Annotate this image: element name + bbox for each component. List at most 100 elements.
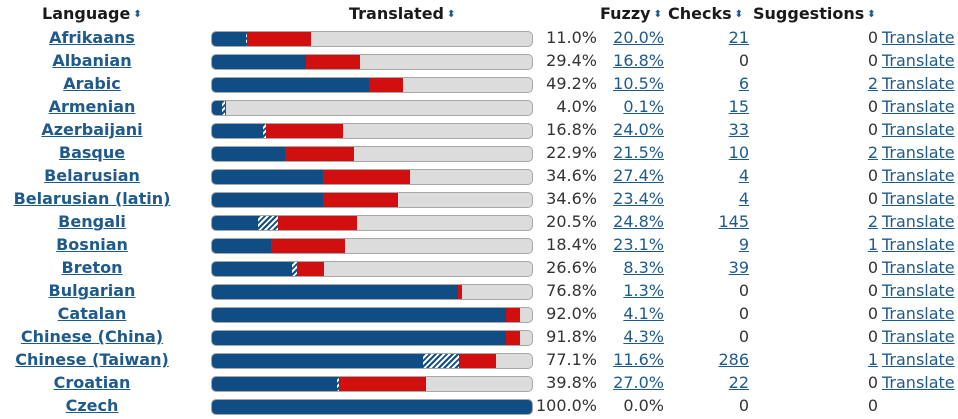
translated-segment — [212, 377, 338, 391]
translate-link[interactable]: Translate — [882, 304, 955, 323]
translate-link[interactable]: Translate — [882, 212, 955, 231]
fuzzy-percent[interactable]: 21.5% — [613, 143, 664, 162]
fuzzy-percent[interactable]: 24.0% — [613, 120, 664, 139]
sort-arrows-icon[interactable]: ⬍ — [867, 9, 876, 20]
translate-link[interactable]: Translate — [882, 120, 955, 139]
translated-header-label: Translated — [349, 4, 444, 23]
table-row: Armenian 4.0% 0.1% 15 0 Translate — [0, 97, 958, 120]
language-link[interactable]: Armenian — [48, 97, 136, 116]
progress-bar — [211, 330, 533, 346]
checks-count[interactable]: 4 — [738, 189, 749, 208]
table-row: Belarusian 34.6% 27.4% 4 0 Translate — [0, 166, 958, 189]
fuzzy-percent[interactable]: 4.1% — [623, 304, 664, 323]
translated-percent: 39.8% — [546, 373, 597, 392]
language-link[interactable]: Catalan — [57, 304, 127, 323]
column-header-fuzzy[interactable]: Fuzzy ⬍ — [600, 4, 662, 23]
language-link[interactable]: Breton — [61, 258, 123, 277]
translated-segment — [212, 262, 292, 276]
translated-percent: 34.6% — [546, 189, 597, 208]
fuzzy-percent[interactable]: 27.0% — [613, 373, 664, 392]
sort-arrows-icon[interactable]: ⬍ — [734, 9, 744, 20]
fuzzy-percent[interactable]: 23.1% — [613, 235, 664, 254]
checks-count[interactable]: 39 — [728, 258, 749, 277]
column-header-suggestions[interactable]: Suggestions ⬍ — [753, 4, 876, 23]
fuzzy-percent[interactable]: 27.4% — [613, 166, 664, 185]
progress-bar — [211, 238, 533, 254]
language-link[interactable]: Albanian — [52, 51, 132, 70]
translated-percent: 18.4% — [546, 235, 597, 254]
column-header-checks[interactable]: Checks ⬍ — [668, 4, 743, 23]
translated-percent: 4.0% — [556, 97, 597, 116]
translate-link[interactable]: Translate — [882, 350, 955, 369]
language-link[interactable]: Bengali — [58, 212, 126, 231]
sort-arrows-icon[interactable]: ⬍ — [447, 9, 456, 20]
checks-count[interactable]: 145 — [718, 212, 749, 231]
checks-count: 0 — [738, 396, 749, 415]
checks-count[interactable]: 9 — [738, 235, 749, 254]
translate-link[interactable]: Translate — [882, 373, 955, 392]
language-link[interactable]: Basque — [58, 143, 126, 162]
checks-count[interactable]: 15 — [728, 97, 749, 116]
suggestions-count[interactable]: 2 — [867, 143, 878, 162]
checks-count[interactable]: 22 — [728, 373, 749, 392]
suggestions-count: 0 — [867, 28, 878, 47]
fuzzy-segment — [506, 308, 520, 322]
table-row: Arabic 49.2% 10.5% 6 2 Translate — [0, 74, 958, 97]
translate-link[interactable]: Translate — [882, 327, 955, 346]
language-link[interactable]: Chinese (China) — [20, 327, 164, 346]
translate-link[interactable]: Translate — [882, 189, 955, 208]
suggestions-count[interactable]: 1 — [867, 350, 878, 369]
fuzzy-percent[interactable]: 23.4% — [613, 189, 664, 208]
fuzzy-percent[interactable]: 0.1% — [623, 97, 664, 116]
translate-link[interactable]: Translate — [882, 166, 955, 185]
fuzzy-percent[interactable]: 4.3% — [623, 327, 664, 346]
fuzzy-percent[interactable]: 16.8% — [613, 51, 664, 70]
translate-link[interactable]: Translate — [882, 143, 955, 162]
fuzzy-percent[interactable]: 1.3% — [623, 281, 664, 300]
checks-count[interactable]: 286 — [718, 350, 749, 369]
translate-link[interactable]: Translate — [882, 51, 955, 70]
translate-link[interactable]: Translate — [882, 28, 955, 47]
language-link[interactable]: Czech — [65, 396, 119, 415]
fuzzy-percent[interactable]: 24.8% — [613, 212, 664, 231]
language-link[interactable]: Azerbaijani — [41, 120, 143, 139]
fuzzy-percent[interactable]: 20.0% — [613, 28, 664, 47]
unreviewed-segment — [291, 262, 298, 276]
translated-segment — [212, 101, 223, 115]
fuzzy-percent[interactable]: 11.6% — [613, 350, 664, 369]
fuzzy-segment — [505, 331, 520, 345]
translated-percent: 11.0% — [546, 28, 597, 47]
language-link[interactable]: Chinese (Taiwan) — [15, 350, 169, 369]
suggestions-count[interactable]: 1 — [867, 235, 878, 254]
translate-link[interactable]: Translate — [882, 258, 955, 277]
column-header-translated[interactable]: Translated ⬍ — [349, 4, 455, 23]
language-link[interactable]: Belarusian — [44, 166, 140, 185]
sort-arrows-icon[interactable]: ⬍ — [133, 9, 142, 20]
checks-count[interactable]: 33 — [728, 120, 749, 139]
language-link[interactable]: Bulgarian — [48, 281, 136, 300]
table-row: Bosnian 18.4% 23.1% 9 1 Translate — [0, 235, 958, 258]
column-header-language[interactable]: Language ⬍ — [42, 4, 142, 23]
language-link[interactable]: Croatian — [53, 373, 131, 392]
translated-segment — [212, 216, 259, 230]
suggestions-count[interactable]: 2 — [867, 74, 878, 93]
checks-count[interactable]: 4 — [738, 166, 749, 185]
checks-count[interactable]: 10 — [728, 143, 749, 162]
fuzzy-percent[interactable]: 8.3% — [623, 258, 664, 277]
suggestions-count: 0 — [867, 304, 878, 323]
suggestions-count[interactable]: 2 — [867, 212, 878, 231]
translate-link[interactable]: Translate — [882, 235, 955, 254]
language-link[interactable]: Bosnian — [56, 235, 128, 254]
language-link[interactable]: Belarusian (latin) — [13, 189, 171, 208]
fuzzy-percent[interactable]: 10.5% — [613, 74, 664, 93]
language-link[interactable]: Arabic — [63, 74, 121, 93]
checks-count[interactable]: 21 — [728, 28, 749, 47]
checks-count[interactable]: 6 — [738, 74, 749, 93]
translate-link[interactable]: Translate — [882, 74, 955, 93]
translate-link[interactable]: Translate — [882, 281, 955, 300]
translate-link[interactable]: Translate — [882, 97, 955, 116]
sort-arrows-icon[interactable]: ⬍ — [653, 9, 662, 20]
language-link[interactable]: Afrikaans — [49, 28, 135, 47]
table-row: Basque 22.9% 21.5% 10 2 Translate — [0, 143, 958, 166]
fuzzy-segment — [322, 193, 398, 207]
